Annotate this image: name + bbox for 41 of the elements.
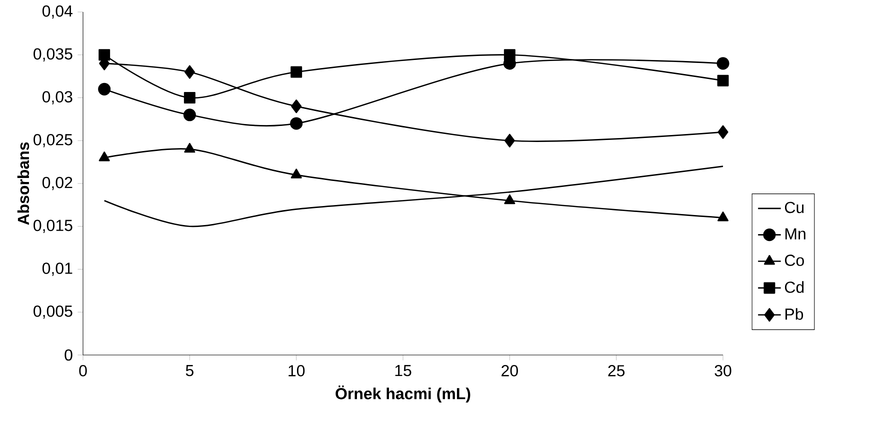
legend-label: Mn [785,228,806,240]
x-tick-label: 5 [186,365,194,376]
y-tick-label: 0,015 [34,220,72,233]
legend-label: Pb [785,308,804,320]
point [718,125,728,139]
point [717,212,729,222]
point [98,82,111,96]
point [290,66,302,78]
point [98,49,110,61]
point [291,100,302,114]
point [184,142,196,153]
y-tick-label: 0,04 [42,5,72,19]
y-tick-label: 0,005 [34,306,72,319]
x-tick-label: 15 [395,365,412,376]
x-axis-title: Örnek hacmi (mL) [336,386,470,402]
point [504,49,516,61]
y-tick-label: 0,01 [42,262,72,276]
legend-label: Cu [784,202,804,214]
point [183,108,196,122]
x-tick-label: 20 [502,365,518,376]
y-axis-title: Absorbans [17,142,30,225]
point [184,92,196,104]
point [504,134,515,148]
point [716,57,730,70]
y-tick-label: 0,035 [34,48,72,62]
point [98,152,110,162]
point [504,194,516,204]
x-tick-label: 25 [608,365,625,376]
x-tick-label: 10 [288,365,305,376]
x-tick-label: 0 [79,365,87,376]
y-tick-label: 0,025 [34,134,72,148]
y-tick-label: 0,02 [42,176,72,190]
point [184,65,195,79]
legend-label: Co [784,254,804,266]
legend-label: Cd [784,281,804,293]
point [290,168,302,178]
y-tick-label: 0 [64,349,72,361]
y-tick-label: 0,03 [42,91,72,104]
point [717,74,729,86]
x-tick-label: 30 [714,365,732,376]
point [290,117,303,130]
